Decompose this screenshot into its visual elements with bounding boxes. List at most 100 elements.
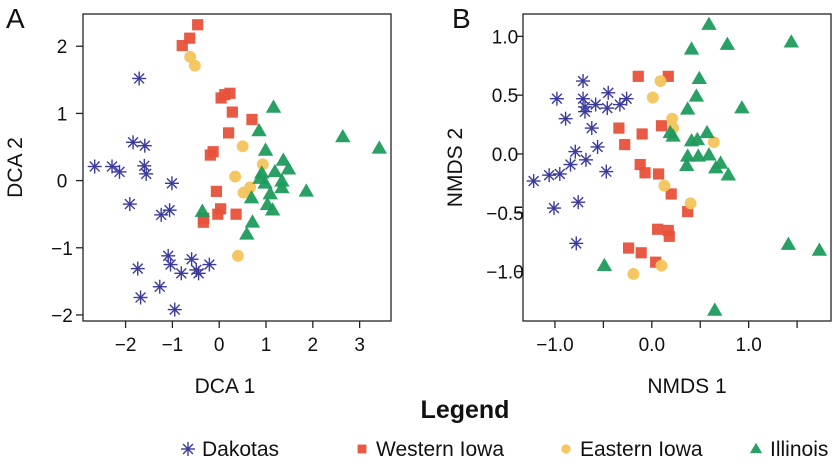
data-point <box>188 59 201 72</box>
data-point <box>264 202 281 216</box>
data-point <box>622 242 635 254</box>
asterisk-stroke <box>614 99 626 111</box>
asterisk-stroke <box>133 73 145 84</box>
data-point <box>230 208 242 220</box>
data-point <box>167 302 182 317</box>
data-point <box>654 75 667 87</box>
x-tick-label: 0.0 <box>639 335 665 356</box>
data-point <box>163 257 178 272</box>
y-tick-label: 0 <box>57 172 68 193</box>
data-point <box>588 97 603 112</box>
data-point <box>650 256 662 268</box>
asterisk-icon <box>181 442 195 456</box>
data-point <box>689 131 706 146</box>
data-point <box>646 91 659 104</box>
x-tick-label: 0 <box>214 335 225 356</box>
asterisk-stroke <box>169 304 181 316</box>
asterisk-stroke <box>140 168 152 180</box>
data-point <box>246 113 258 126</box>
data-point <box>811 242 828 256</box>
data-point <box>132 71 147 86</box>
asterisk-stroke <box>166 177 178 189</box>
y-tick-label: 1 <box>57 104 68 125</box>
data-point <box>194 203 211 217</box>
data-point <box>662 70 674 82</box>
data-point <box>226 106 238 118</box>
data-point <box>666 112 679 125</box>
data-point <box>720 167 737 181</box>
legend-item-eastern-iowa: Eastern Iowa <box>561 438 703 461</box>
asterisk-stroke <box>203 259 215 271</box>
data-point <box>569 236 584 251</box>
data-point <box>599 164 614 179</box>
data-point <box>244 214 261 228</box>
data-point <box>137 138 152 153</box>
data-point <box>126 135 141 150</box>
data-point <box>632 70 644 82</box>
data-point <box>162 203 177 218</box>
data-point <box>137 158 152 173</box>
asterisk-stroke <box>586 122 598 134</box>
data-point <box>335 128 351 143</box>
data-point <box>256 158 269 171</box>
asterisk-stroke <box>175 267 187 279</box>
panel-b-nmds: −1.0 0.0 1.0 −1.0 −0.5 0.0 0.5 1.0 NMDS 1 NMDS 2 B <box>444 3 832 398</box>
panel-label: B <box>452 3 471 34</box>
data-point <box>652 168 665 180</box>
square-icon <box>357 444 367 454</box>
series-illinois <box>194 99 387 240</box>
data-point <box>619 138 631 151</box>
asterisk-stroke <box>592 141 604 153</box>
data-point <box>658 179 671 192</box>
data-point <box>229 170 242 183</box>
data-point <box>634 158 646 171</box>
data-point <box>783 34 799 48</box>
data-point <box>690 148 707 162</box>
data-point <box>191 266 206 281</box>
data-point <box>683 41 700 55</box>
data-point <box>204 149 216 161</box>
asterisk-stroke <box>132 263 144 275</box>
data-point <box>699 124 715 139</box>
data-point <box>652 223 664 235</box>
data-point <box>87 159 102 174</box>
y-tick-label: −0.5 <box>486 204 524 225</box>
y-tick-label: 0.5 <box>492 86 518 107</box>
plot-frame <box>82 13 392 322</box>
asterisk-stroke <box>106 161 118 172</box>
asterisk-stroke <box>580 154 592 166</box>
asterisk-stroke <box>89 161 101 172</box>
data-point <box>613 122 625 134</box>
data-point <box>655 259 668 272</box>
legend-label: Illinois <box>770 438 828 461</box>
data-point <box>184 51 197 63</box>
data-point <box>130 261 145 276</box>
x-tick-label: 2 <box>308 335 319 356</box>
asterisk-stroke <box>602 87 614 99</box>
asterisk-stroke <box>186 253 198 265</box>
data-point <box>627 268 640 280</box>
data-point <box>224 87 236 99</box>
data-point <box>682 206 694 218</box>
asterisk-stroke <box>135 292 147 303</box>
y-tick-label: −1 <box>51 239 73 260</box>
legend-item-dakotas: Dakotas <box>181 438 279 461</box>
data-point <box>251 122 267 137</box>
data-point <box>139 166 154 181</box>
series-western-iowa <box>613 70 694 268</box>
data-point <box>691 70 707 85</box>
data-point <box>552 166 567 181</box>
data-point <box>280 161 297 175</box>
asterisk-stroke <box>579 106 591 118</box>
data-point <box>577 104 592 119</box>
asterisk-stroke <box>165 259 176 271</box>
data-point <box>600 101 615 116</box>
data-point <box>612 97 627 112</box>
y-tick-label: 1.0 <box>492 27 518 48</box>
data-point <box>639 167 651 179</box>
asterisk-stroke <box>548 202 560 214</box>
data-point <box>708 160 724 174</box>
asterisk-stroke <box>124 198 136 210</box>
data-point <box>636 128 648 140</box>
